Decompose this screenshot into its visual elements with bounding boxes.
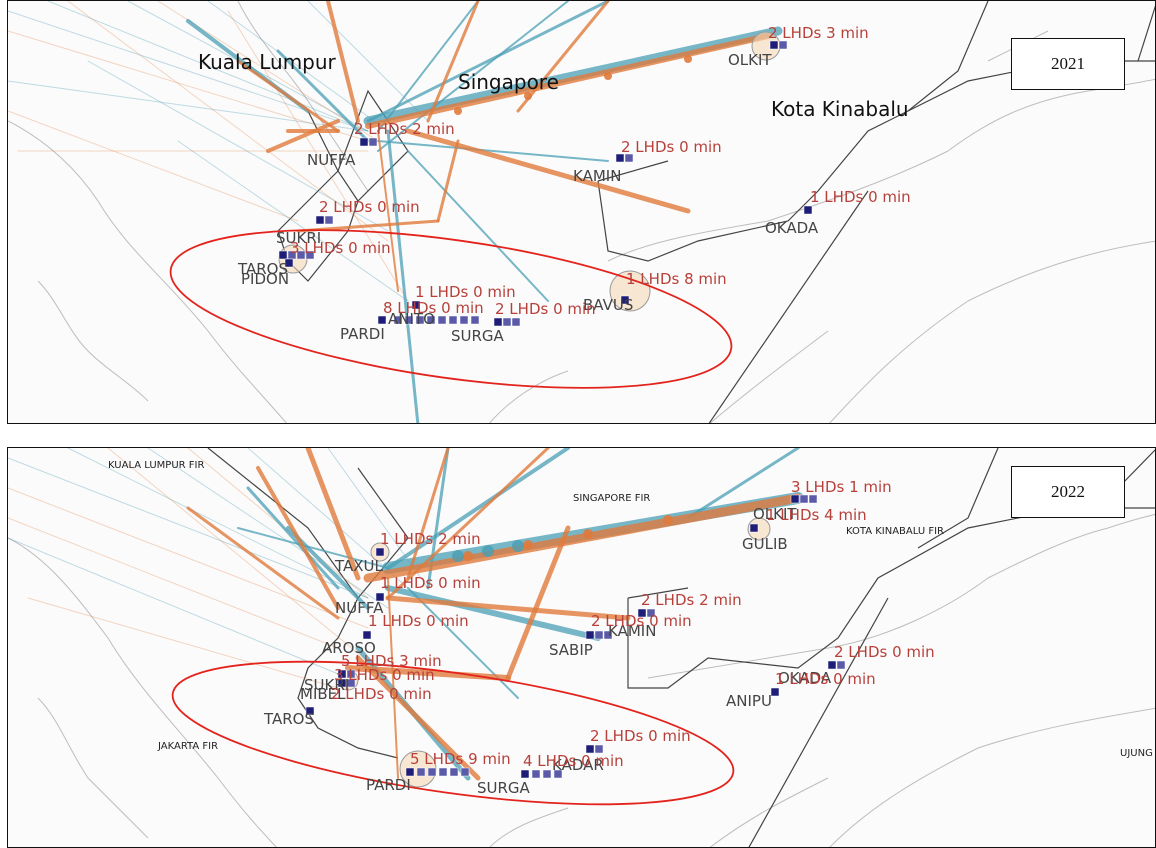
lhd-label: 1 LHDs 0 min	[775, 670, 876, 688]
waypoint-label: PARDI	[366, 776, 411, 794]
lhd-label: 1 LHDs 8 min	[626, 270, 727, 288]
fir-label: JAKARTA FIR	[157, 741, 218, 752]
lhd-label: 1 LHDs 4 min	[766, 506, 867, 524]
lhd-label: 1 LHDs 0 min	[368, 612, 469, 630]
lhd-markers	[278, 40, 813, 327]
waypoint-label: BAVUS	[583, 296, 633, 314]
waypoint-label: ANITO	[388, 310, 435, 328]
lhd-label: 4 LHDs 0 min	[523, 752, 624, 770]
lhd-label: 2 LHDs 0 min	[590, 727, 691, 745]
coastlines	[8, 513, 1155, 847]
highlight-ellipse	[171, 660, 735, 806]
lhd-label: 5 LHDs 9 min	[410, 750, 511, 768]
waypoint-label: TAROS	[263, 710, 314, 728]
waypoint-label: OKADA	[778, 669, 832, 687]
lhd-label: 5 LHDs 3 min	[341, 652, 442, 670]
city-label-singapore: Singapore	[458, 70, 559, 94]
lhd-label: 2 LHDs 2 min	[641, 591, 742, 609]
waypoint-label: PIDON	[241, 270, 289, 288]
highlight-ellipse	[169, 229, 733, 389]
lhd-label: 2 LHDs 0 min	[319, 198, 420, 216]
lhd-label: 2 LHDs 0 min	[834, 643, 935, 661]
waypoint-label: KAMIN	[573, 167, 621, 185]
waypoint-label: NUFFA	[307, 151, 356, 169]
map-canvas-2022: KUALA LUMPUR FIR SINGAPORE FIR KOTA KINA…	[8, 448, 1155, 847]
fir-label: UJUNG	[1120, 748, 1153, 759]
fir-label: KOTA KINABALU FIR	[846, 526, 944, 537]
lhd-label: 2 LHDs 3 min	[768, 24, 869, 42]
lhd-label: 1 LHDs 2 min	[380, 530, 481, 548]
lhd-label: 3 LHDs 1 min	[791, 478, 892, 496]
waypoint-label: MIBEL	[300, 685, 346, 703]
waypoint-label: SABIP	[549, 641, 593, 659]
lhd-label: 8 LHDs 0 min	[383, 299, 484, 317]
waypoint-label: SUKRI	[304, 676, 349, 694]
fir-label: KUALA LUMPUR FIR	[108, 460, 204, 471]
fir-label: SINGAPORE FIR	[573, 493, 650, 504]
lhd-label: 3 LHDs 0 min	[334, 666, 435, 684]
map-panel-2021: Kuala Lumpur Singapore Kota Kinabalu NUF…	[7, 0, 1156, 424]
waypoint-label: TAROS	[237, 260, 288, 278]
lhd-label: 2 LHDs 0 min	[591, 612, 692, 630]
coastlines	[8, 1, 1155, 423]
waypoint-label: KAMIN	[608, 622, 656, 640]
map-canvas-2021: Kuala Lumpur Singapore Kota Kinabalu NUF…	[8, 1, 1155, 423]
waypoint-label: TAXUL	[334, 557, 384, 575]
lhd-label: 2 LHDs 0 min	[495, 300, 596, 318]
waypoint-label: SURGA	[477, 779, 531, 797]
waypoint-label: OLKIT	[753, 505, 797, 523]
waypoint-label: OKADA	[765, 219, 819, 237]
traffic-flows	[8, 448, 804, 781]
city-label-kuala-lumpur: Kuala Lumpur	[198, 50, 337, 74]
lhd-label: 1 LHDs 0 min	[380, 574, 481, 592]
waypoint-label: GULIB	[742, 535, 788, 553]
waypoint-label: NUFFA	[335, 599, 384, 617]
waypoint-label: ANIPU	[726, 692, 772, 710]
lhd-label: 1 LHDs 0 min	[810, 188, 911, 206]
year-label: 2021	[1011, 38, 1125, 90]
map-panel-2022: KUALA LUMPUR FIR SINGAPORE FIR KOTA KINA…	[7, 447, 1156, 848]
waypoint-label: KADAR	[552, 756, 604, 774]
waypoint-label: OLKIT	[728, 51, 772, 69]
lhd-markers	[305, 494, 846, 779]
city-label-kota-kinabalu: Kota Kinabalu	[771, 97, 909, 121]
lhd-label: 3 LHDs 0 min	[290, 239, 391, 257]
lhd-label: 1 LHDs 0 min	[415, 283, 516, 301]
waypoint-label: AROSO	[322, 639, 376, 657]
lhd-label: 2 LHDs 2 min	[354, 120, 455, 138]
waypoint-label: PARDI	[340, 325, 385, 343]
waypoint-label: SUKRI	[276, 229, 321, 247]
year-label: 2022	[1011, 466, 1125, 518]
lhd-label: 2 LHDs 0 min	[621, 138, 722, 156]
waypoint-label: SURGA	[451, 327, 505, 345]
lhd-label: 2 LHDs 0 min	[331, 685, 432, 703]
